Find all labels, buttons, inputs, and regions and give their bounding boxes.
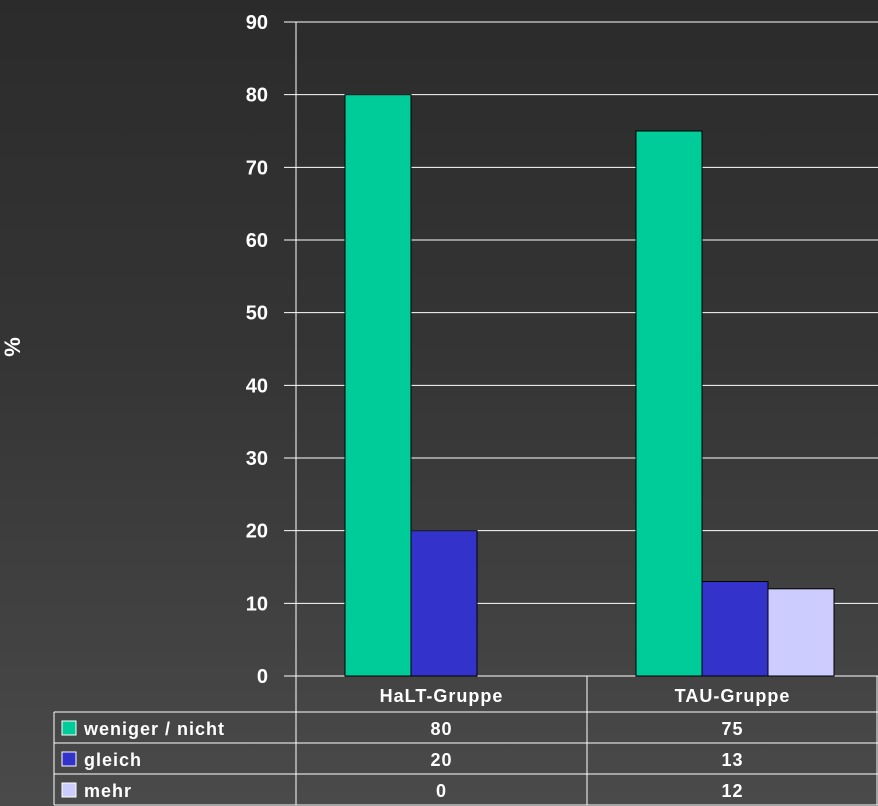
- y-axis-ticks: 0 10 20 30 40 50 60 70 80 90: [246, 12, 268, 688]
- y-axis-label: %: [0, 337, 25, 357]
- y-tick-label: 80: [246, 85, 268, 107]
- y-tick-label: 20: [246, 521, 268, 543]
- bars: [344, 94, 835, 677]
- data-table-value: 0: [436, 781, 447, 801]
- y-tick-label: 30: [246, 448, 268, 470]
- legend-swatch: [61, 720, 77, 736]
- y-tick-label: 0: [257, 666, 268, 688]
- y-tick-label: 40: [246, 375, 268, 397]
- legend-swatch: [61, 782, 77, 798]
- data-table-value: 75: [721, 719, 743, 739]
- legend-label: gleich: [84, 750, 142, 770]
- bar: [767, 588, 835, 677]
- y-tick-label: 90: [246, 12, 268, 34]
- legend-label: mehr: [84, 781, 132, 801]
- data-table: HaLT-Gruppe TAU-Gruppe weniger / nicht 80 75…: [53, 676, 878, 806]
- bar: [410, 530, 478, 677]
- y-tick-label: 50: [246, 303, 268, 325]
- y-tick-label: 60: [246, 230, 268, 252]
- y-tick-label: 70: [246, 157, 268, 179]
- data-table-value: 80: [430, 719, 452, 739]
- bar: [344, 94, 412, 677]
- bar: [635, 130, 703, 677]
- legend-swatch: [61, 751, 77, 767]
- data-table-value: 20: [430, 750, 452, 770]
- x-category-label: TAU-Gruppe: [675, 686, 791, 706]
- data-table-value: 13: [721, 750, 743, 770]
- y-tick-label: 10: [246, 593, 268, 615]
- legend-label: weniger / nicht: [83, 719, 225, 739]
- x-category-label: HaLT-Gruppe: [380, 686, 504, 706]
- bar: [701, 581, 769, 677]
- data-table-value: 12: [721, 781, 743, 801]
